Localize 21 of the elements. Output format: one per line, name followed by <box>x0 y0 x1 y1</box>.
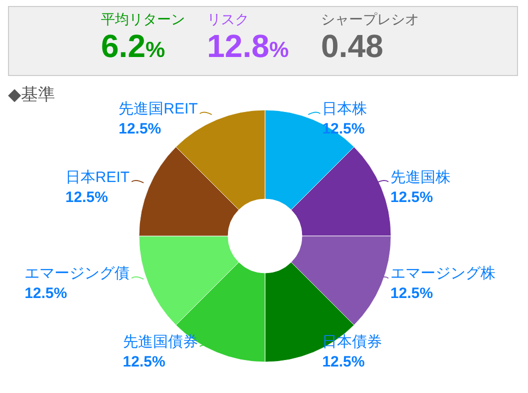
data-label: 12.5% <box>122 353 166 370</box>
category-label: シャープレシオ <box>321 10 420 28</box>
slice-label: 先進国株 <box>390 168 450 186</box>
data-label: 12.5% <box>24 285 68 302</box>
slice-label: 日本REIT <box>65 168 130 186</box>
text: 0.48 <box>321 28 384 64</box>
data-label: 12.5% <box>118 120 162 138</box>
chart-title: ◆基準 <box>8 85 56 104</box>
slice-label: エマージング株 <box>390 265 496 282</box>
category-label: 平均リターン <box>101 10 186 28</box>
category-label: リスク <box>207 10 250 28</box>
text: 6.2% <box>101 28 166 64</box>
slice-label: エマージング債 <box>24 265 130 282</box>
text: 12.8% <box>207 28 289 64</box>
slice-label: 日本株 <box>322 100 368 118</box>
slice-label: 先進国REIT <box>118 100 198 118</box>
slice-label: 先進国債券 <box>122 333 198 350</box>
data-label: 12.5% <box>390 285 433 302</box>
data-label: 12.5% <box>65 188 108 206</box>
data-label: 12.5% <box>322 353 365 370</box>
data-label: 12.5% <box>390 188 433 206</box>
